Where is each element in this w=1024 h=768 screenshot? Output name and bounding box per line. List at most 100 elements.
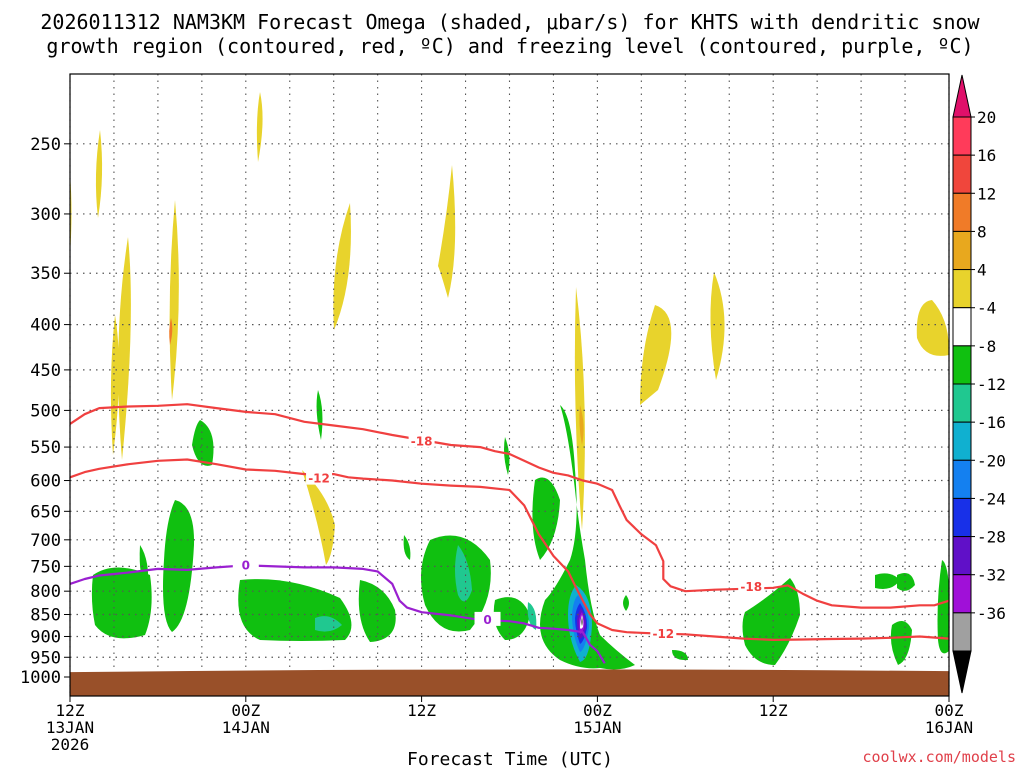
omega-negative-region [358,580,396,642]
colorbar-label: -8 [977,337,996,356]
omega-positive-region [118,237,131,460]
omega-positive-region [640,305,672,405]
colorbar-swatch [952,536,972,576]
omega-shading [70,92,949,670]
y-tick-label: 400 [30,316,61,336]
y-tick-label: 750 [30,557,61,577]
colorbar-label: -36 [977,604,1006,623]
omega-positive-core [169,318,173,345]
omega-negative-region [540,405,635,670]
omega-negative-region [493,597,530,640]
colorbar-label: 20 [977,108,996,127]
x-tick-label: 00Z [231,701,260,720]
colorbar-label: 8 [977,222,987,241]
omega-positive-region [110,315,120,455]
y-tick-label: 500 [30,401,61,421]
contour-label-bg [232,557,259,572]
y-tick-label: 600 [30,472,61,492]
colorbar-swatch [952,307,972,347]
colorbar-swatch [952,192,972,232]
omega-positive-region [302,470,335,565]
y-tick-label: 700 [30,531,61,551]
omega-positive-region [438,165,456,298]
omega-negative-region [316,390,323,440]
title-line-2: growth region (contoured, red, ºC) and f… [46,34,973,58]
colorbar-label: 4 [977,261,987,280]
colorbar-label: -16 [977,413,1006,432]
colorbar-bottom-arrow [952,650,972,694]
colorbar-swatch [952,574,972,614]
x-tick-label: 13JAN [46,718,94,737]
y-tick-label: 650 [30,502,61,522]
colorbar-label: -12 [977,375,1006,394]
colorbar-label: -28 [977,528,1006,547]
contour-line [70,564,606,664]
y-tick-label: 900 [30,627,61,647]
colorbar-label: 16 [977,146,996,165]
x-tick-label: 12Z [759,701,788,720]
omega-negative-region [403,535,411,560]
contour-label: 0 [242,558,250,572]
colorbar-swatch [952,612,972,652]
x-tick-label: 16JAN [925,718,973,737]
y-tick-label: 950 [30,648,61,668]
y-tick-label: 450 [30,361,61,381]
title: 2026011312 NAM3KM Forecast Omega (shaded… [40,10,980,58]
plot-frame [69,73,950,697]
contour-label-bg [408,433,435,448]
y-tick-label: 300 [30,205,61,225]
colorbar-swatch [952,497,972,538]
colorbar-label: 12 [977,184,996,203]
colorbar: 20 16 12 8 4 -4 -8 -12 -16 -20 -24 -28 -32 -36 [952,74,1006,694]
omega-core-black [581,617,583,626]
omega-positive-region [169,200,179,400]
colorbar-swatch [952,116,972,156]
y-axis-ticks: 2503003504004505005506006507007508008509… [20,135,70,688]
y-tick-label: 250 [30,135,61,155]
x-tick-label: 2026 [51,735,90,754]
x-tick-label: 12Z [56,701,85,720]
omega-negative-region [742,578,800,665]
colorbar-top-arrow [952,74,972,118]
x-axis-label: Forecast Time (UTC) [407,749,613,768]
omega-negative-region [504,437,510,475]
contour-label-bg [474,611,501,626]
contour-label: 0 [483,613,491,627]
colorbar-label: -4 [977,299,996,318]
x-tick-label: 14JAN [222,718,270,737]
omega-negative-region [937,560,949,654]
omega-negative-region [672,650,688,661]
title-line-1: 2026011312 NAM3KM Forecast Omega (shaded… [40,10,980,34]
omega-positive-region [95,130,103,218]
omega-negative-region [897,572,915,591]
colorbar-swatch [952,269,972,309]
contour-label: -12 [652,627,674,641]
y-tick-label: 800 [30,582,61,602]
colorbar-swatch [952,154,972,194]
omega-negative-core [455,545,472,602]
omega-negative-region [875,573,900,589]
x-tick-label: 00Z [935,701,964,720]
colorbar-swatch [952,383,972,423]
credit: coolwx.com/models [862,748,1016,766]
y-tick-label: 1000 [20,668,61,688]
colorbar-label: -20 [977,451,1006,470]
x-tick-label: 15JAN [573,718,621,737]
contour-label: -18 [411,434,433,448]
omega-negative-region [139,545,149,590]
omega-negative-region [890,621,912,665]
colorbar-label: -32 [977,566,1006,585]
contour-line [70,458,949,641]
terrain-ground [70,669,949,696]
x-tick-label: 12Z [407,701,436,720]
colorbar-swatch [952,421,972,461]
colorbar-swatch [952,345,972,385]
omega-positive-region [256,92,263,162]
omega-negative-region [623,595,629,611]
contour-label-bg [738,578,765,593]
y-tick-label: 550 [30,438,61,458]
omega-negative-region [192,420,214,466]
y-tick-label: 350 [30,264,61,284]
omega-positive-core [579,405,584,445]
